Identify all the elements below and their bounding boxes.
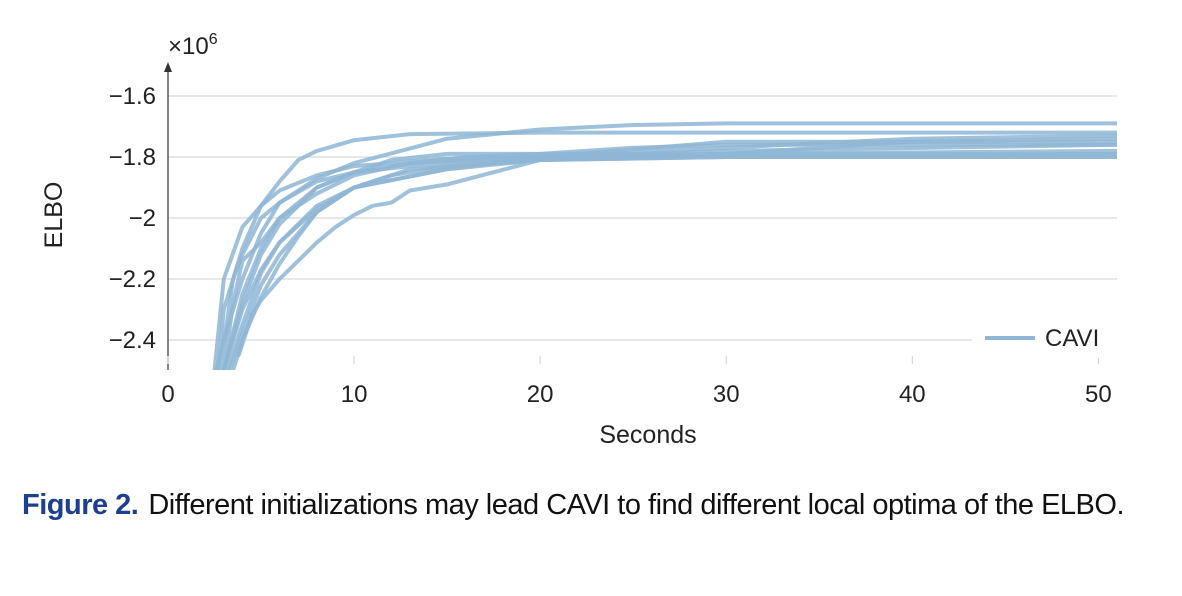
x-tick-labels: 0 10 20 30 40 50 [161,356,1112,408]
x-tick-label: 30 [713,381,740,408]
x-tick-label: 50 [1085,381,1112,408]
x-tick-label: 10 [341,381,368,408]
y-axis-title: ELBO [40,182,68,249]
series-lines [212,121,1117,370]
elbo-chart: ×106 0 10 20 30 40 50 −1.6 −1.8 −2 −2.2 −2.4 Seco… [40,31,1122,449]
x-axis-title: Seconds [599,421,696,449]
y-tick-label: −2.2 [109,266,156,293]
series-line-1 [212,130,1117,370]
y-multiplier-label: ×106 [168,31,218,60]
y-tick-label: −2.4 [109,327,156,354]
legend-label-cavi: CAVI [1045,325,1099,352]
figure-caption: Figure 2. Different initializations may l… [22,486,1162,524]
y-tick-label: −1.8 [109,144,156,171]
series-line-12 [221,139,1117,370]
y-axis-arrow [164,62,172,72]
y-tick-labels: −1.6 −1.8 −2 −2.2 −2.4 [109,83,156,354]
y-tick-label: −2 [129,205,156,232]
y-tick-label: −1.6 [109,83,156,110]
series-line-10 [236,148,1117,358]
x-tick-label: 20 [527,381,554,408]
figure-label: Figure 2. [22,489,139,521]
x-tick-label: 0 [161,381,174,408]
axes: ×106 [164,31,218,370]
legend: CAVI [972,320,1122,358]
caption-text: Different initializations may lead CAVI … [148,489,1124,521]
x-tick-label: 40 [899,381,926,408]
